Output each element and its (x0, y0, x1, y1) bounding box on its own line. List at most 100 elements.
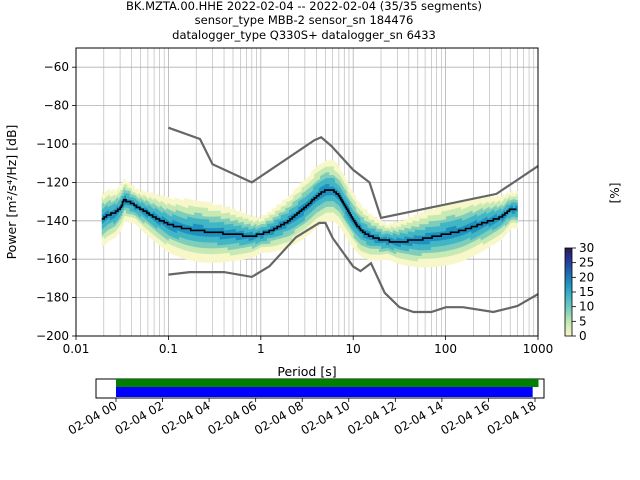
density-cell (175, 197, 178, 202)
density-cell (376, 234, 379, 238)
density-cell (284, 239, 286, 244)
density-cell (268, 220, 270, 224)
density-cell (205, 204, 208, 208)
density-cell (303, 223, 306, 227)
density-cell (182, 200, 185, 204)
density-cell (101, 223, 104, 227)
density-cell (112, 207, 114, 211)
density-cell (238, 228, 240, 232)
density-cell (244, 221, 247, 225)
density-cell (126, 204, 128, 208)
density-cell (162, 222, 165, 226)
density-cell (189, 236, 191, 241)
density-cell (165, 198, 167, 202)
density-cell (197, 209, 200, 213)
density-cell (211, 259, 213, 263)
density-cell (105, 217, 107, 221)
density-cell (424, 226, 426, 231)
density-cell (210, 239, 212, 243)
density-cell (220, 241, 223, 246)
density-cell (377, 242, 380, 247)
title-line-1: BK.MZTA.00.HHE 2022-02-04 -- 2022-02-04 … (126, 0, 482, 13)
density-cell (326, 163, 329, 167)
density-cell (190, 219, 193, 224)
density-cell (176, 253, 179, 257)
density-cell (346, 232, 349, 236)
density-cell (408, 216, 411, 220)
density-cell (180, 234, 182, 238)
density-cell (343, 195, 345, 199)
density-cell (262, 240, 264, 245)
density-cell (332, 171, 335, 176)
density-cell (189, 239, 191, 244)
density-cell (414, 255, 417, 259)
density-cell (122, 215, 125, 220)
density-cell (328, 192, 330, 196)
density-cell (405, 259, 407, 263)
density-cell (335, 182, 337, 186)
density-cell (284, 228, 286, 232)
density-cell (238, 219, 240, 223)
density-cell (176, 244, 179, 248)
density-cell (411, 257, 413, 261)
density-cell (240, 230, 242, 234)
density-cell (225, 238, 227, 242)
density-cell (329, 166, 331, 170)
density-cell (411, 243, 413, 247)
density-cell (302, 195, 305, 199)
density-cell (193, 249, 195, 253)
density-cell (218, 204, 220, 208)
density-cell (113, 235, 115, 239)
density-cell (299, 185, 301, 190)
density-cell (242, 253, 245, 257)
density-cell (338, 214, 340, 218)
density-cell (257, 251, 260, 255)
density-cell (244, 241, 247, 245)
density-cell (195, 252, 197, 256)
density-cell (258, 250, 261, 254)
density-cell (306, 201, 308, 205)
density-cell (399, 223, 402, 227)
density-cell (322, 191, 324, 195)
density-cell (175, 203, 178, 207)
density-cell (290, 243, 292, 247)
density-cell (269, 223, 271, 227)
density-cell (375, 254, 377, 258)
density-cell (202, 218, 204, 223)
density-cell (132, 205, 135, 210)
density-cell (202, 256, 204, 260)
density-cell (308, 225, 310, 229)
density-cell (150, 232, 152, 236)
density-cell (157, 235, 159, 239)
density-cell (421, 235, 424, 239)
density-cell (171, 239, 173, 243)
density-cell (246, 232, 248, 236)
density-cell (306, 186, 308, 191)
density-cell (142, 219, 144, 223)
density-cell (279, 221, 282, 225)
density-cell (219, 218, 222, 223)
density-cell (390, 249, 392, 253)
density-cell (422, 229, 425, 233)
density-cell (341, 213, 344, 218)
density-cell (344, 211, 346, 216)
density-cell (311, 204, 314, 209)
density-cell (302, 212, 305, 216)
density-cell (355, 211, 358, 215)
density-cell (156, 237, 158, 241)
density-cell (243, 218, 246, 222)
density-cell (199, 224, 202, 228)
density-cell (179, 228, 181, 232)
density-cell (388, 233, 390, 237)
density-cell (102, 219, 105, 223)
density-cell (179, 242, 181, 246)
density-cell (313, 189, 315, 193)
density-cell (143, 214, 145, 218)
density-cell (286, 213, 289, 217)
density-cell (196, 235, 198, 239)
density-cell (154, 207, 157, 211)
density-cell (343, 218, 345, 222)
density-cell (253, 250, 255, 255)
density-cell (208, 224, 210, 229)
density-cell (223, 224, 225, 228)
